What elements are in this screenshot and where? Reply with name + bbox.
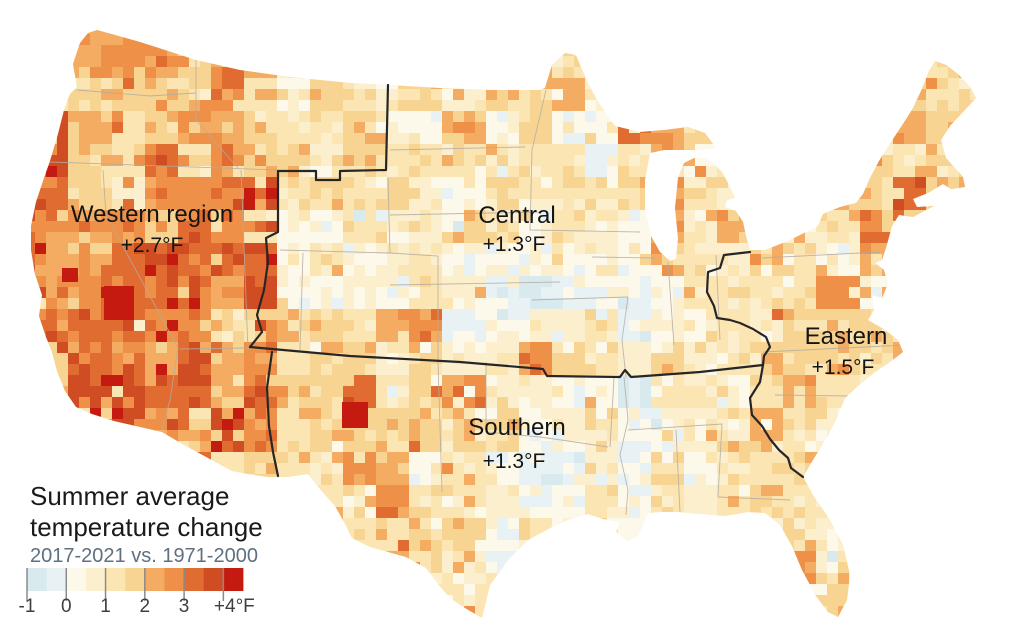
legend-swatch (144, 568, 165, 591)
legend-swatch (105, 568, 126, 591)
legend-subtitle: 2017-2021 vs. 1971-2000 (30, 545, 258, 567)
legend-swatch (164, 568, 185, 591)
legend-swatch (27, 568, 48, 591)
region-boundary-western (248, 83, 390, 349)
region-boundary-central-southern (248, 345, 765, 379)
region-value-western: +2.7°F (121, 234, 184, 257)
region-labels: Western region +2.7°F Central +1.3°F Sou… (71, 201, 888, 473)
legend-tick-label: 2 (140, 596, 151, 617)
region-boundary-eastern (705, 250, 805, 479)
region-label-southern: Southern (468, 414, 565, 441)
region-label-eastern: Eastern (805, 323, 888, 350)
legend-tick-label: 3 (179, 596, 190, 617)
legend-swatch (223, 568, 244, 591)
legend-swatch (66, 568, 87, 591)
region-value-southern: +1.3°F (483, 450, 546, 473)
state-borders (49, 60, 906, 516)
legend: Summer average temperature change 2017-2… (19, 478, 274, 617)
legend-swatch (85, 568, 106, 591)
legend-swatch (184, 568, 205, 591)
legend-tick-label: 1 (100, 596, 111, 617)
region-label-central: Central (478, 202, 555, 229)
legend-tick-labels: -1 0 1 2 3 +4°F (19, 596, 255, 617)
legend-swatch (46, 568, 67, 591)
region-value-eastern: +1.5°F (812, 356, 875, 379)
legend-ticks (26, 568, 225, 601)
legend-title-line1: Summer average (30, 481, 229, 511)
legend-swatch (125, 568, 146, 591)
region-label-western: Western region (71, 201, 233, 228)
legend-tick-label: +4°F (214, 596, 255, 617)
region-value-central: +1.3°F (483, 233, 546, 256)
region-boundaries (248, 83, 805, 479)
legend-tick-label: -1 (19, 596, 36, 617)
legend-colorbar (27, 568, 244, 591)
legend-tick-label: 0 (61, 596, 72, 617)
legend-title-line2: temperature change (30, 512, 263, 542)
legend-swatch (203, 568, 224, 591)
legend-backdrop (22, 478, 274, 563)
region-boundary-western-southern (265, 350, 280, 478)
